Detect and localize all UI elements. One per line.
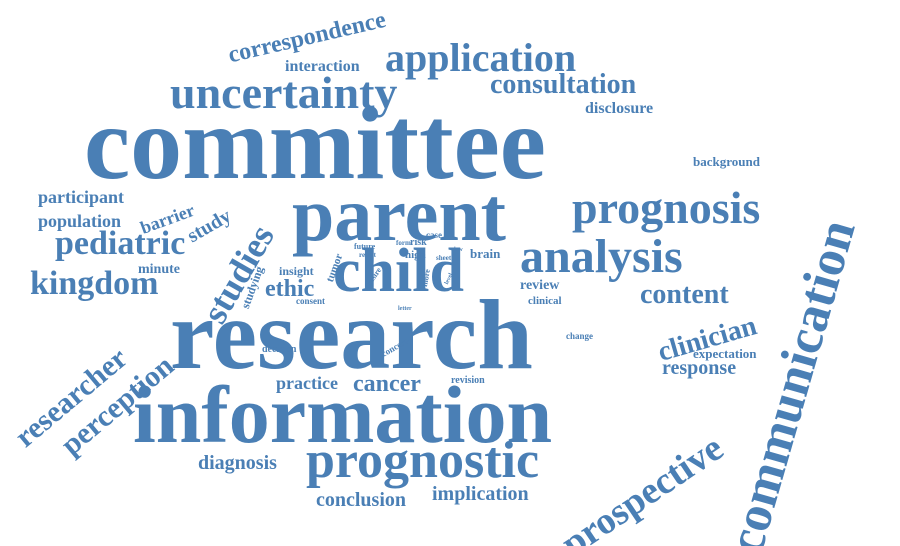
word-cancer: cancer — [353, 371, 421, 397]
word-result: result — [359, 251, 376, 259]
word-expectation: expectation — [693, 346, 757, 361]
word-ethic: ethic — [265, 276, 315, 302]
word-prognostic: prognostic — [306, 432, 540, 489]
word-revision: revision — [451, 375, 485, 386]
word-future: future — [354, 242, 376, 251]
word-review: review — [520, 278, 560, 293]
word-minute: minute — [138, 262, 180, 277]
word-change: change — [566, 331, 593, 341]
word-population: population — [38, 211, 122, 231]
word-prognosis: prognosis — [572, 182, 761, 233]
word-participant: participant — [38, 187, 125, 207]
word-view: view — [451, 247, 463, 253]
word-pediatric: pediatric — [55, 225, 186, 262]
word-high: high — [405, 249, 426, 261]
word-conclusion: conclusion — [316, 489, 407, 511]
word-disclosure: disclosure — [585, 100, 654, 117]
word-communication: communication — [717, 213, 867, 546]
word-decision: decision — [262, 344, 297, 355]
word-practice: practice — [276, 373, 338, 393]
word-implication: implication — [432, 483, 529, 505]
word-insight: insight — [279, 264, 314, 278]
word-analysis: analysis — [520, 230, 683, 283]
word-parent: parent — [292, 173, 506, 257]
word-prospective: prospective — [553, 426, 731, 546]
word-brain: brain — [470, 246, 501, 261]
word-information: information — [133, 369, 553, 460]
word-committee: committee — [84, 86, 546, 201]
word-kingdom: kingdom — [30, 265, 159, 302]
word-child: child — [333, 237, 464, 305]
word-diagnosis: diagnosis — [198, 452, 277, 474]
word-interaction: interaction — [285, 58, 360, 75]
word-risk: risk — [410, 237, 427, 248]
word-consent: consent — [296, 296, 325, 306]
word-sheet: sheet — [436, 254, 452, 262]
word-background: background — [693, 154, 760, 169]
word-clinical: clinical — [528, 295, 562, 307]
word-consultation: consultation — [490, 69, 637, 100]
word-application: application — [385, 35, 577, 80]
word-content: content — [640, 279, 729, 310]
word-case: case — [426, 230, 442, 240]
word-letter: letter — [398, 306, 412, 312]
word-response: response — [662, 357, 737, 379]
word-uncertainty: uncertainty — [170, 67, 398, 118]
word-form: form — [396, 239, 411, 247]
word-research: research — [170, 279, 533, 390]
